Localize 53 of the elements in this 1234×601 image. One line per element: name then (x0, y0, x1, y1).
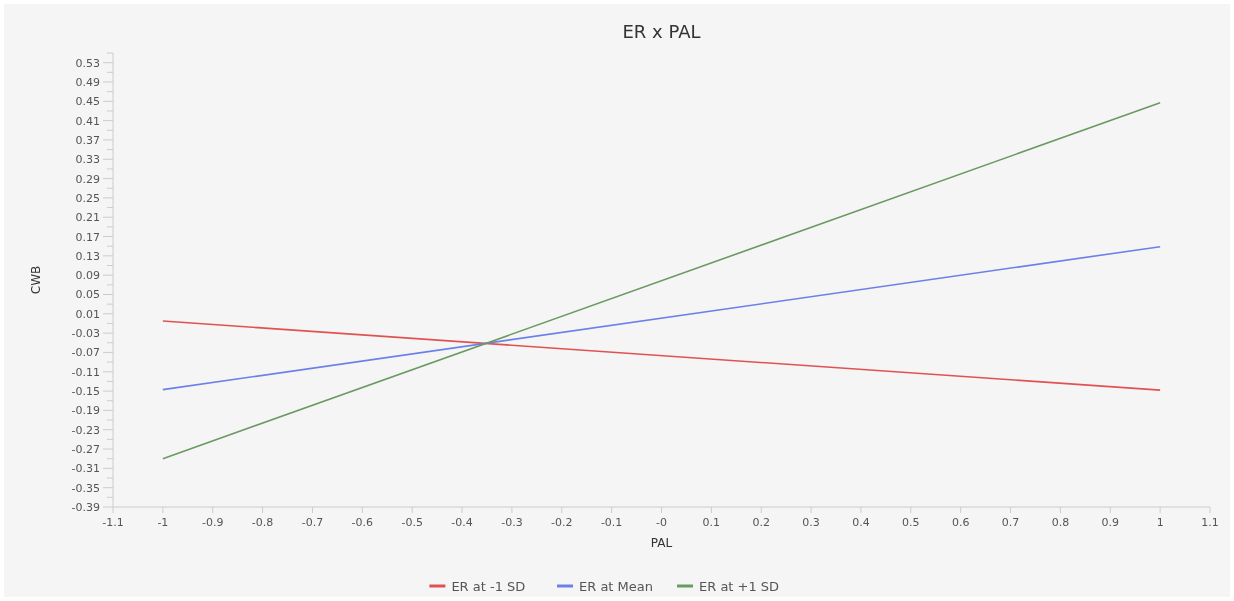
x-tick-label: -0.4 (451, 516, 473, 529)
y-tick-label: 0.01 (75, 307, 100, 321)
x-tick-label: 0.2 (752, 516, 770, 529)
x-tick-label: 0.3 (802, 516, 820, 529)
y-tick-label: -0.31 (71, 462, 100, 476)
y-tick-label: 0.13 (75, 249, 100, 263)
legend-label: ER at +1 SD (699, 579, 780, 594)
x-tick-label: -1 (157, 516, 169, 529)
y-tick-label: 0.45 (75, 95, 100, 109)
y-tick-label: 0.05 (75, 288, 100, 302)
y-tick-label: -0.03 (71, 327, 100, 341)
x-tick-label: 0.4 (852, 516, 870, 529)
y-tick-label: -0.35 (71, 481, 100, 495)
x-tick-label: 1 (1156, 516, 1164, 529)
y-tick-label: 0.29 (75, 172, 100, 186)
y-axis-title: CWB (29, 265, 43, 295)
x-tick-label: 0.7 (1001, 516, 1020, 529)
legend-label: ER at -1 SD (451, 579, 526, 594)
y-tick-label: -0.11 (71, 365, 100, 379)
y-tick-label: -0.39 (71, 501, 100, 514)
y-tick-label: -0.19 (71, 404, 100, 418)
x-tick-label: 0.5 (902, 516, 920, 529)
x-tick-label: -0.2 (551, 516, 573, 529)
y-tick-label: -0.23 (71, 423, 100, 437)
y-tick-label: 0.17 (75, 230, 100, 244)
y-tick-label: -0.07 (71, 346, 100, 360)
x-tick-label: -0.5 (401, 516, 423, 529)
y-tick-label: -0.15 (71, 385, 100, 399)
x-tick-label: -0.1 (600, 516, 623, 529)
x-tick-label: -0.9 (201, 516, 224, 529)
x-tick-label: -1.1 (102, 516, 124, 529)
x-tick-label: -0.8 (251, 516, 274, 529)
x-tick-label: 0.8 (1051, 516, 1070, 529)
x-tick-label: 0.1 (702, 516, 721, 529)
y-tick-label: 0.33 (75, 153, 100, 167)
y-tick-label: 0.53 (75, 56, 100, 70)
chart-title: ER x PAL (622, 21, 701, 42)
y-tick-label: 0.25 (75, 191, 100, 205)
y-tick-label: 0.37 (75, 133, 100, 147)
x-tick-label: 1.1 (1201, 516, 1219, 529)
x-tick-label: -0.6 (351, 516, 374, 529)
x-tick-label: 0.9 (1101, 516, 1120, 529)
y-tick-label: 0.49 (75, 75, 100, 89)
x-tick-label: -0.3 (501, 516, 523, 529)
x-tick-label: -0.7 (301, 516, 324, 529)
x-tick-label: 0.6 (951, 516, 970, 529)
y-tick-label: 0.21 (75, 211, 100, 225)
y-tick-label: 0.09 (75, 269, 100, 283)
x-tick-label: -0 (656, 516, 667, 529)
legend-label: ER at Mean (579, 579, 653, 594)
x-axis-title: PAL (650, 536, 673, 550)
y-tick-label: 0.41 (75, 114, 100, 128)
y-tick-label: -0.27 (71, 443, 100, 457)
